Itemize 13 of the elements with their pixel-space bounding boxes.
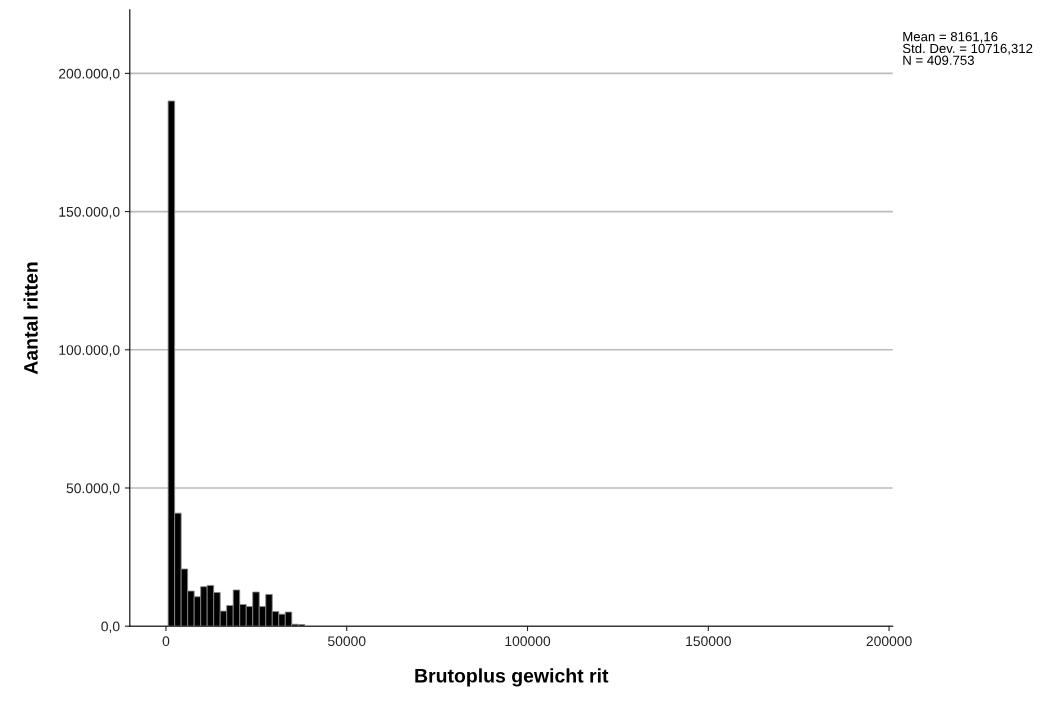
x-tick-label: 0 [162,636,170,647]
y-tick-label: 0,0 [101,621,120,633]
x-axis-title: Brutoplus gewicht rit [415,668,609,687]
y-axis-title: Aantal ritten [23,262,38,375]
y-tick-label: 150.000,0 [59,206,120,219]
y-tick-label: 200.000,0 [59,68,120,81]
x-tick-label: 200000 [866,636,912,647]
y-tick-label: 50.000,0 [66,483,120,495]
y-tick-label: 100.000,0 [59,345,120,357]
text: Mean = 8161,16 Std. Dev. = 10716,312 N = 409.753 [902,31,1033,65]
x-tick-label: 100000 [505,636,551,647]
x-tick-label: 150000 [686,636,731,647]
x-tick-label: 50000 [327,636,366,647]
